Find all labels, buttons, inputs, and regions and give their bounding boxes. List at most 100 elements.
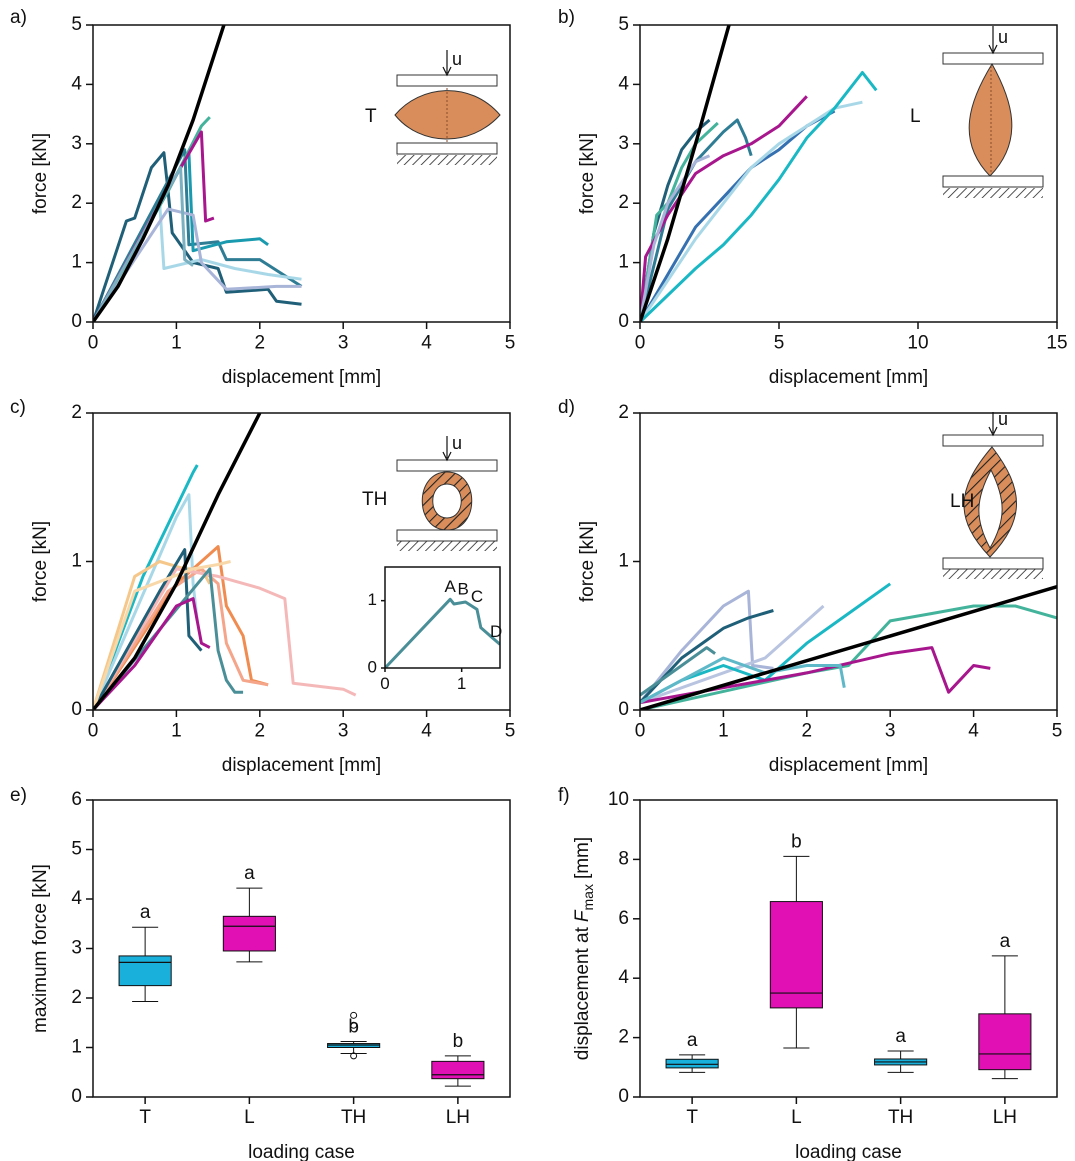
x-tick-label: 10 [907,332,928,353]
x-tick-label: 5 [505,720,516,741]
y-tick-label: 10 [608,789,629,810]
x-tick-label: 3 [885,720,896,741]
x-tick-label: 4 [421,720,432,741]
x-tick-label: 1 [718,720,729,741]
data-line [640,121,719,322]
x-tick-label: T [686,1107,698,1128]
plot-frame [639,412,1058,711]
x-axis-label: loading case [795,1142,902,1161]
x-axis-label: displacement [mm] [222,367,381,388]
x-tick-label: 0 [88,720,99,741]
outlier [350,1011,358,1019]
data-line [640,25,731,322]
y-tick-label: 2 [71,192,82,213]
data-line [640,646,716,697]
data-line [640,109,836,322]
plate [396,529,498,542]
data-line [640,154,711,322]
x-tick-label: LH [993,1107,1017,1128]
box [978,1013,1032,1071]
significance-letter: b [791,831,802,852]
ground-hatch [943,569,1043,579]
y-tick-label: 8 [618,848,629,869]
plot-frame [92,799,511,1098]
data-line [93,413,262,710]
data-line [640,656,846,704]
y-tick-label: 0 [71,1086,82,1107]
significance-letter: a [1000,931,1011,952]
y-tick-label: 0 [71,311,82,332]
data-line [93,560,231,710]
y-tick-label: 2 [618,402,629,423]
load-label: u [452,49,462,69]
y-tick-label: 0 [618,699,629,720]
data-line [640,95,808,322]
y-tick-label: 4 [618,967,629,988]
specimen [968,63,1013,177]
specimen [963,446,1017,558]
panel-label: e) [10,785,27,806]
plot-frame [639,24,1058,323]
plate [396,142,498,155]
data-line [93,148,303,322]
x-tick-label: LH [446,1107,470,1128]
x-axis-label: displacement [mm] [769,755,928,776]
x-tick-label: 3 [338,332,349,353]
inset-point-label: D [490,622,502,641]
x-tick-label: 1 [171,332,182,353]
y-tick-label: 0 [368,657,377,676]
plot-frame [639,799,1058,1098]
data-line [640,582,892,704]
x-tick-label: 4 [421,332,432,353]
significance-letter: a [244,863,255,884]
x-tick-label: 2 [802,720,813,741]
x-tick-label: 0 [635,720,646,741]
x-tick-label: 5 [505,332,516,353]
x-tick-label: TH [888,1107,913,1128]
specimen [394,90,501,140]
data-line [93,25,226,322]
box [665,1058,719,1069]
panel-label: f) [558,785,570,806]
data-line [93,151,302,322]
data-line [93,567,269,710]
box [118,955,172,987]
y-tick-label: 2 [71,402,82,423]
y-tick-label: 1 [618,252,629,273]
plate [942,52,1044,65]
x-tick-label: 3 [338,720,349,741]
x-tick-label: 1 [171,720,182,741]
data-line [93,567,244,710]
y-axis-label: force [kN] [577,521,598,602]
ground-hatch [397,541,497,551]
load-label: u [998,409,1008,429]
plate [942,557,1044,570]
x-axis-label: displacement [mm] [222,755,381,776]
y-tick-label: 0 [618,1086,629,1107]
x-tick-label: 15 [1046,332,1067,353]
y-axis-label-subscript: max [580,884,596,910]
data-line [93,166,194,322]
panel-label: a) [10,7,27,28]
y-tick-label: 0 [71,699,82,720]
y-tick-label: 3 [71,938,82,959]
x-tick-label: 4 [968,720,979,741]
x-tick-label: TH [341,1107,366,1128]
load-label: u [998,27,1008,47]
data-line [640,589,774,704]
panel-label: b) [558,7,575,28]
y-tick-label: 4 [618,73,629,94]
specimen [421,471,473,531]
y-tick-label: 1 [71,551,82,572]
inset-point-label: A [444,577,456,596]
x-tick-label: 2 [255,720,266,741]
y-tick-label: 2 [71,987,82,1008]
significance-letter: a [895,1026,906,1047]
box [431,1060,485,1080]
y-tick-label: 3 [71,133,82,154]
specimen-label: TH [362,489,387,510]
x-tick-label: 5 [774,332,785,353]
x-axis-label: loading case [248,1142,355,1161]
y-axis-label-unit: [mm] [572,837,593,879]
